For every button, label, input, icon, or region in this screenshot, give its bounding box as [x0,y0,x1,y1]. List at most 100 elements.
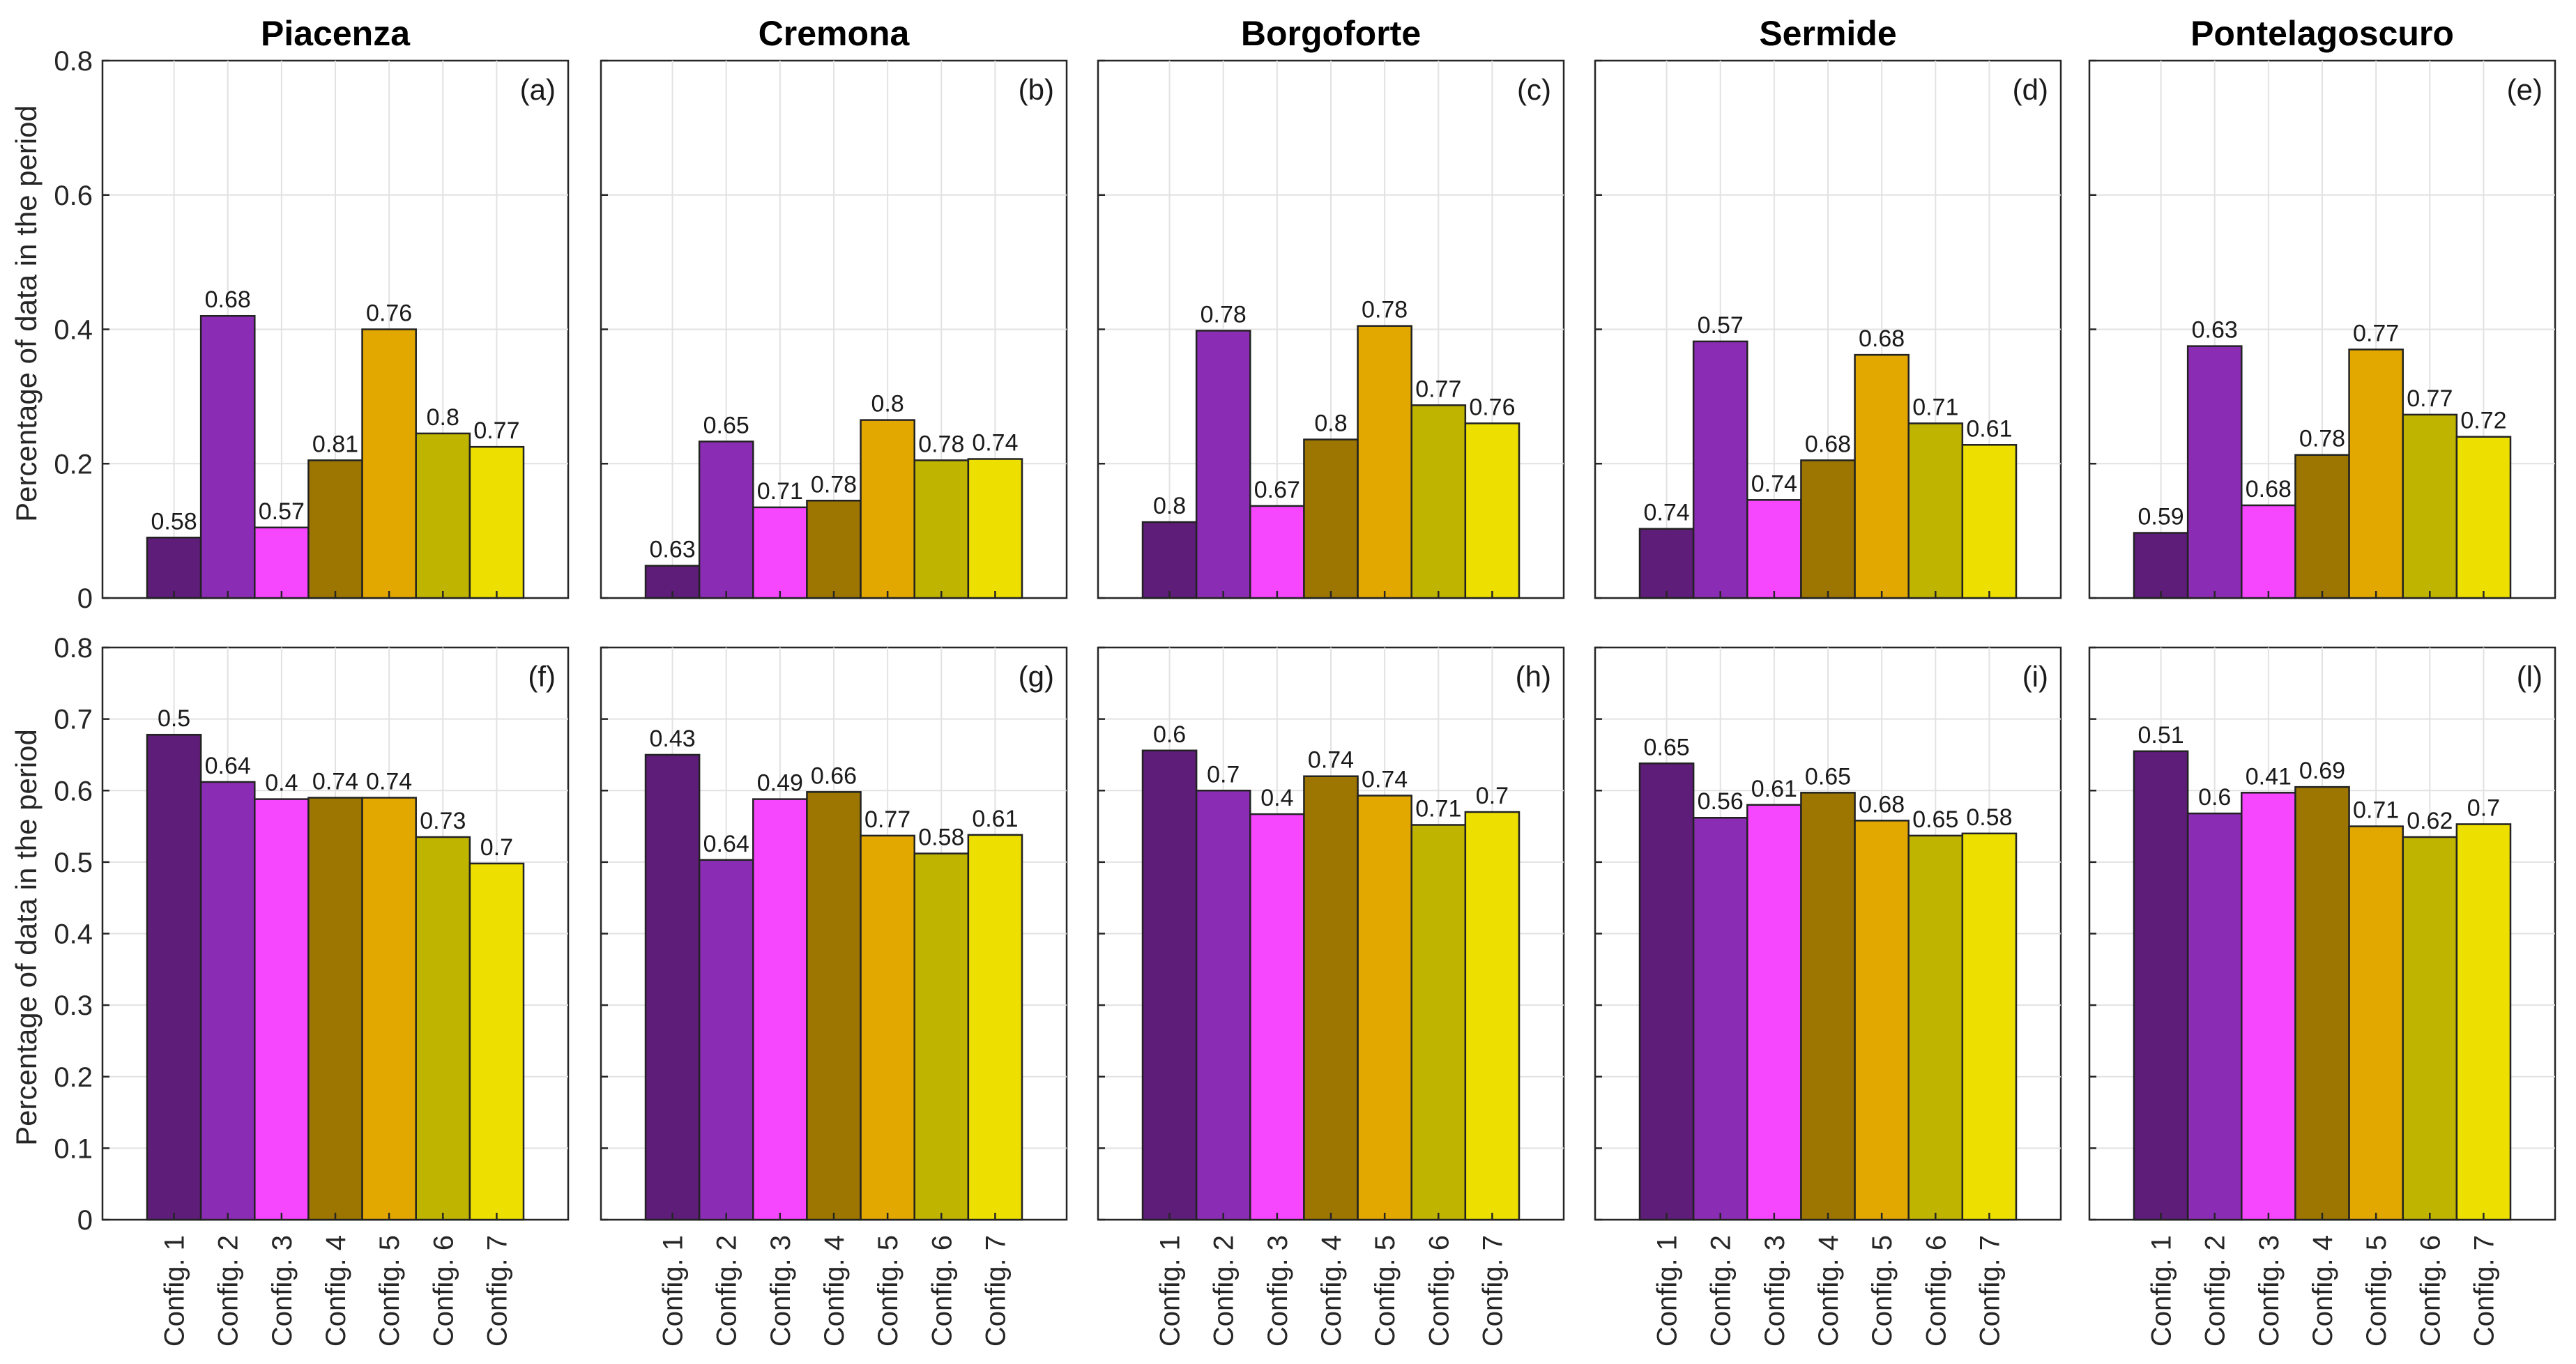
bar [913,459,970,599]
bar [1800,459,1856,599]
bar [913,852,970,1221]
bar-value-label: 0.5 [158,705,190,732]
bar [2348,825,2404,1221]
x-tick-label: Config. 1 [1652,1235,1683,1347]
bar-value-label: 0.74 [366,769,412,795]
panel-letter-label: (c) [1517,73,1551,106]
bar [1357,325,1412,599]
bar [698,440,754,599]
bar-value-label: 0.41 [2246,763,2292,790]
bar-value-label: 0.68 [205,286,251,313]
x-tick-label: Config. 7 [980,1235,1011,1347]
bar-value-label: 0.58 [918,825,964,851]
y-tick-label: 0.6 [54,776,93,806]
bar-value-label: 0.63 [649,537,695,563]
bar [1464,422,1521,599]
bar [2294,454,2350,599]
panel-title: Sermide [1759,14,1896,53]
bar-value-label: 0.81 [312,431,358,457]
x-tick-label: Config. 3 [765,1235,796,1347]
x-tick-label: Config. 1 [1155,1235,1186,1347]
x-tick-label: Config. 4 [2308,1235,2338,1347]
bar [2402,836,2458,1221]
bar [967,458,1023,599]
bar-value-label: 0.77 [2353,320,2399,346]
y-tick-label: 0.6 [54,181,93,211]
bar [644,753,701,1221]
y-tick-label: 0.7 [54,705,93,735]
panel-title: Piacenza [261,14,411,53]
panel-e: 0.59 0.63 0.68 0.78 0.77 0.77 0.72 (e) Pontelago… [2088,14,2556,599]
bar [2241,792,2296,1221]
panel-letter-label: (b) [1019,73,1054,106]
bar-value-label: 0.65 [703,412,749,438]
bar-value-label: 0.67 [1254,477,1300,503]
bar [254,798,310,1221]
bar-value-label: 0.6 [1153,721,1186,748]
bar [1692,340,1748,599]
bar [415,432,471,599]
bar-value-label: 0.77 [473,417,519,444]
bar-value-label: 0.65 [1912,806,1958,833]
bar-value-label: 0.7 [2467,795,2500,821]
bar-value-label: 0.74 [972,430,1018,457]
bar [2133,750,2189,1221]
x-tick-label: Config. 5 [374,1235,405,1347]
panel-title: Borgoforte [1241,14,1421,53]
y-tick-label: 0.4 [54,919,93,950]
x-tick-label: Config. 1 [160,1235,190,1347]
panel-d: 0.74 0.57 0.74 0.68 0.68 0.71 0.61 (d) Sermide [1594,14,2062,599]
panel-f: 0 0.1 0.2 0.3 0.4 0.5 0.6 0.7 0.8 0.5 0.64 0.4 0.74 0… [54,633,570,1347]
x-tick-label: Config. 5 [2361,1235,2392,1347]
bar-value-label: 0.71 [2353,797,2399,824]
bar-value-label: 0.7 [1476,783,1509,809]
bar-value-label: 0.77 [864,806,910,833]
bar-value-label: 0.74 [1643,500,1689,526]
x-tick-label: Config. 5 [1370,1235,1401,1347]
bar [1410,824,1467,1221]
bar [1303,775,1359,1221]
bar-value-label: 0.78 [2299,426,2345,452]
bar [1800,792,1856,1221]
panel-letter-label: (i) [2022,660,2048,693]
bar [752,798,808,1221]
bar [1195,330,1251,599]
bar-value-label: 0.58 [1966,804,2012,831]
bar-value-label: 0.58 [151,508,197,535]
bar-value-label: 0.62 [2407,808,2453,834]
bar-value-label: 0.78 [1201,301,1247,328]
bar [752,506,808,599]
x-tick-label: Config. 4 [1316,1235,1347,1347]
x-tick-label: Config. 6 [1921,1235,1951,1347]
panel-c: 0.8 0.78 0.67 0.8 0.78 0.77 0.76 (c) Borgoforte [1097,14,1565,599]
bar [1410,404,1467,599]
y-tick-label: 0 [77,1205,93,1236]
bar [1249,813,1305,1221]
bar-value-label: 0.61 [1966,415,2012,442]
bar [1141,521,1198,599]
x-tick-label: Config. 3 [2254,1235,2285,1347]
bar [1746,499,1802,599]
bar-value-label: 0.65 [1643,734,1689,760]
bar [199,314,256,599]
bar [146,733,202,1221]
bar [860,834,915,1221]
x-tick-label: Config. 2 [712,1235,742,1347]
y-tick-label: 0.5 [54,848,93,878]
x-tick-label: Config. 6 [428,1235,459,1347]
bar [1141,749,1198,1221]
bar [2186,345,2243,599]
bar [199,781,256,1221]
panel-i: 0.65 0.56 0.61 0.65 0.68 0.65 0.58 Config. 1 Con… [1594,646,2062,1347]
panel-letter-label: (g) [1019,660,1054,693]
panel-h: 0.6 0.7 0.4 0.74 0.74 0.71 0.7 Config. 1 Config.… [1097,646,1565,1347]
bar-value-label: 0.72 [2460,408,2506,434]
x-tick-label: Config. 7 [482,1235,512,1347]
bar [1357,795,1412,1221]
bar-value-label: 0.7 [480,834,513,861]
bar-value-label: 0.64 [205,753,251,779]
bar-value-label: 0.4 [265,770,298,797]
bar [2186,812,2243,1221]
y-tick-label: 0.8 [54,633,93,664]
bar-value-label: 0.71 [1912,394,1958,420]
